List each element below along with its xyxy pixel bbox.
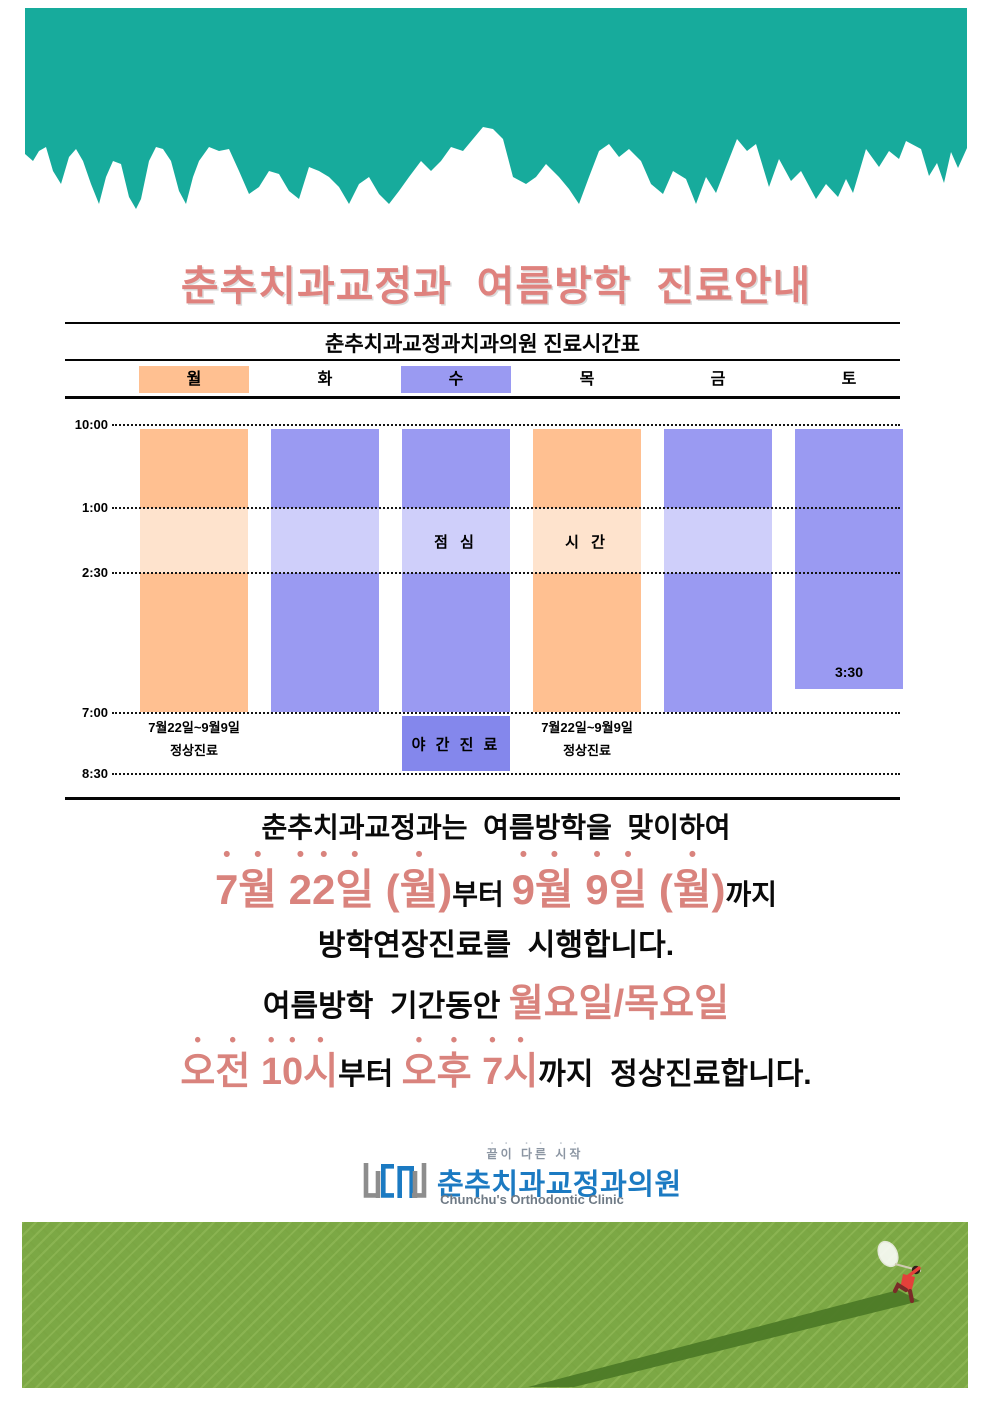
divider-under-days: [65, 396, 900, 399]
bar-금-work: [664, 573, 772, 712]
bar-수-work: [402, 429, 510, 508]
time-gridline-8:30: [112, 773, 900, 775]
day-header-월: 월: [139, 366, 249, 393]
highlight-end-date: 9월 9일 (월): [511, 866, 726, 913]
time-gridline-1:00: [112, 507, 900, 509]
announcement-line3: 방학연장진료를 시행합니다.: [317, 929, 675, 962]
text-vacation-period: 여름방학 기간동안: [262, 990, 509, 1023]
divider-under-title: [65, 359, 900, 361]
bar-금-lunch: [664, 508, 772, 573]
bar-수-night: 야 간 진 료: [402, 716, 510, 771]
note-목-normal: 정상진료: [563, 743, 611, 758]
lunch-label-right: 시 간: [565, 534, 609, 551]
note-월-normal: 정상진료: [170, 743, 218, 758]
announcement-line5: 오전 10시부터 오후 7시까지 정상진료합니다.: [0, 1030, 992, 1095]
bar-목-work: [533, 573, 641, 712]
bar-화-work: [271, 429, 379, 508]
highlight-weekdays: 월요일/목요일: [508, 983, 730, 1025]
clinic-logo-icon: [363, 1163, 427, 1198]
bar-수-lunch: [402, 508, 510, 573]
night-care-label: 야 간 진 료: [411, 736, 501, 753]
day-header-화: 화: [317, 371, 333, 388]
day-header-금: 금: [710, 371, 726, 388]
time-label-8:30: 8:30: [81, 766, 108, 781]
time-gridline-10:00: [112, 424, 900, 426]
page-title: 춘추치과교정과 여름방학 진료안내: [180, 263, 812, 309]
clinic-name-korean: 춘추치과교정과의원: [437, 1169, 682, 1201]
text-buteo-2: 부터: [338, 1058, 402, 1091]
bar-월-lunch: [140, 508, 248, 573]
time-label-2:30: 2:30: [81, 565, 108, 580]
bar-화-lunch: [271, 508, 379, 573]
clinic-name-english: Chunchu's Orthodontic Clinic: [440, 1192, 624, 1207]
bar-목-work: [533, 429, 641, 508]
announcement-line1: 춘추치과교정과는 여름방학을 맞이하여: [261, 812, 731, 843]
time-gridline-7:00: [112, 712, 900, 714]
text-buteo: 부터: [452, 879, 512, 910]
grass-illustration: [22, 1222, 968, 1388]
time-gridline-2:30: [112, 572, 900, 574]
time-label-7:00: 7:00: [81, 705, 108, 720]
butterfly-catcher-scene: [528, 1240, 922, 1387]
lunch-label-left: 점 심: [434, 534, 478, 551]
time-label-10:00: 10:00: [74, 417, 108, 432]
bar-월-work: [140, 429, 248, 508]
divider-top: [65, 322, 900, 324]
bar-월-work: [140, 573, 248, 712]
day-header-수: 수: [401, 366, 511, 393]
bar-수-work: [402, 573, 510, 712]
saturday-end-time-label: 3:30: [834, 664, 864, 680]
butterfly-net-icon: [877, 1240, 922, 1272]
bar-토-work: 3:30: [795, 429, 903, 689]
announcement-line2: 7월 22일 (월)부터 9월 9일 (월)까지: [0, 843, 992, 917]
announcement-line4: 여름방학 기간동안 월요일/목요일: [0, 972, 992, 1027]
highlight-close-time: 오후 7시: [401, 1051, 539, 1093]
person-figure: [892, 1265, 921, 1304]
logo-slogan: 끝이 다른 시작: [486, 1147, 584, 1161]
schedule-title: 춘추치과교정과치과의원 진료시간표: [325, 333, 640, 356]
text-normal-hours: 까지 정상진료합니다.: [538, 1058, 812, 1091]
time-label-1:00: 1:00: [81, 500, 108, 515]
note-목-period: 7월22일~9월9일: [541, 720, 633, 735]
day-header-토: 토: [841, 371, 857, 388]
divider-bottom: [65, 797, 900, 800]
bar-목-lunch: [533, 508, 641, 573]
torn-paper-banner: [25, 8, 967, 209]
highlight-open-time: 오전 10시: [180, 1051, 339, 1093]
bar-화-work: [271, 573, 379, 712]
shadow-trail: [528, 1290, 920, 1387]
bar-금-work: [664, 429, 772, 508]
highlight-start-date: 7월 22일 (월): [214, 866, 453, 913]
text-kkaji: 까지: [725, 879, 778, 910]
day-header-목: 목: [579, 371, 595, 388]
note-월-period: 7월22일~9월9일: [148, 720, 240, 735]
